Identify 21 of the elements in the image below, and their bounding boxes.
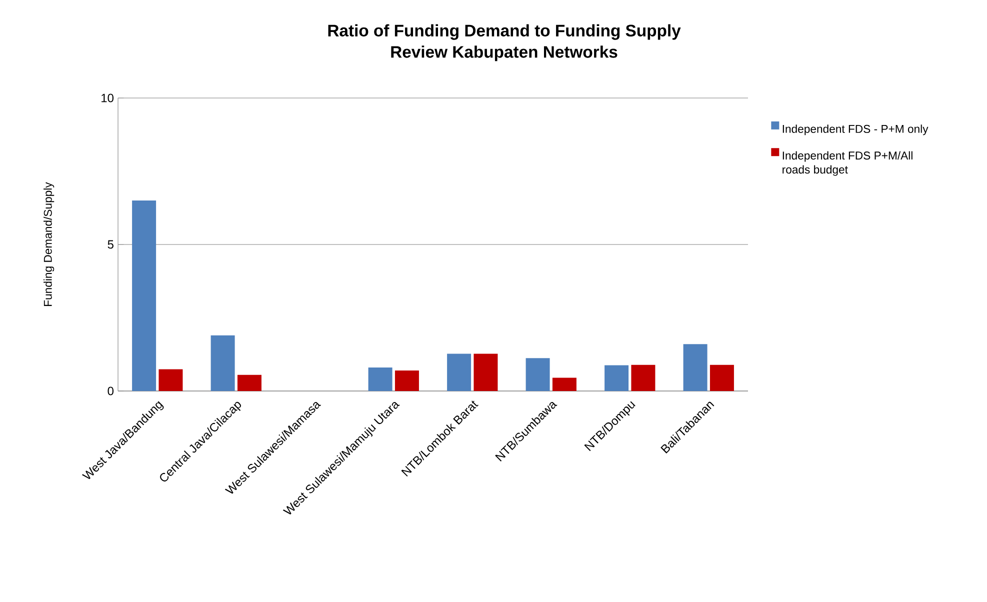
- y-axis-title: Funding Demand/Supply: [44, 182, 54, 306]
- bar: [526, 358, 550, 391]
- bar: [631, 364, 656, 391]
- bar: [710, 364, 734, 391]
- bar: [683, 344, 708, 391]
- bar: [237, 374, 262, 391]
- bar: [552, 378, 576, 391]
- bar: [604, 365, 629, 391]
- legend-label: Independent FDS P+M/All roads budget: [782, 151, 912, 176]
- bar: [210, 335, 235, 391]
- y-tick-label: 0: [108, 386, 114, 396]
- bar: [158, 369, 183, 391]
- bar: [132, 200, 156, 391]
- y-tick-label: 10: [102, 94, 114, 102]
- bar: [368, 368, 392, 391]
- legend-label: Independent FDS - P+M only: [782, 124, 928, 136]
- bar: [447, 354, 472, 391]
- chart-title: Ratio of Funding Demand to Funding Supply Review Kabupaten Networks: [328, 24, 681, 62]
- bar: [394, 370, 419, 391]
- bar: [474, 354, 498, 391]
- y-tick-label: 5: [108, 240, 114, 249]
